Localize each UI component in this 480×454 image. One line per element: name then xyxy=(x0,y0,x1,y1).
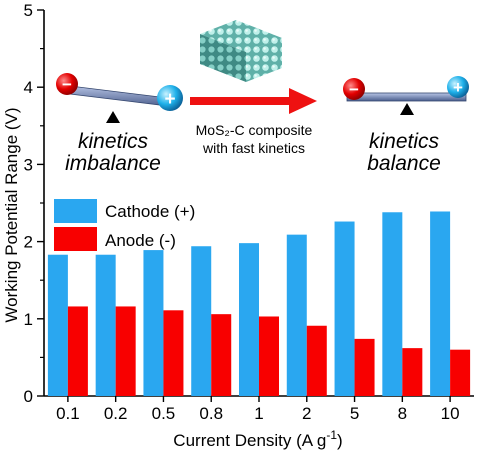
right-caption-line1: kinetics xyxy=(369,130,440,153)
right-minus-sign: − xyxy=(349,80,359,99)
bar-cathode xyxy=(95,254,116,396)
legend-label-cathode: Cathode (+) xyxy=(105,202,195,221)
bar-cathode xyxy=(430,211,451,396)
left-caption-line2: imbalance xyxy=(65,152,161,175)
arrow-shaft xyxy=(190,97,291,105)
bar-anode xyxy=(163,310,184,396)
bar-cathode xyxy=(239,243,259,396)
x-tick-label: 0.5 xyxy=(152,404,176,423)
bar-anode xyxy=(354,338,375,396)
right-anode-ball xyxy=(343,78,365,100)
transform-arrow xyxy=(190,88,317,114)
left-plus-sign: + xyxy=(164,89,175,110)
bar-cathode xyxy=(143,250,164,396)
bar-cathode xyxy=(334,221,355,396)
bar-cathode xyxy=(47,254,68,396)
legend: Cathode (+) Anode (-) xyxy=(54,199,195,251)
y-tick-label: 4 xyxy=(24,78,33,97)
x-axis-title: Current Density (A g-1) xyxy=(173,428,342,450)
x-tick-label: 1 xyxy=(254,404,263,423)
x-tick-label: 0.2 xyxy=(104,404,128,423)
bar-cathode xyxy=(382,212,403,396)
cube-side xyxy=(246,38,282,82)
right-caption-line2: balance xyxy=(367,152,441,175)
bar-anode xyxy=(67,306,88,396)
bars xyxy=(47,211,471,396)
composite-label-line2: with fast kinetics xyxy=(202,140,305,156)
y-tick-label: 0 xyxy=(24,387,33,406)
y-axis-title: Working Potential Range (V) xyxy=(2,107,21,322)
bar-anode xyxy=(259,316,279,396)
y-tick-label: 5 xyxy=(24,1,33,20)
left-cathode-ball xyxy=(157,85,183,111)
bar-anode xyxy=(211,314,232,396)
bar-anode xyxy=(115,306,136,396)
y-ticks: 0 1 2 3 4 5 xyxy=(24,1,44,406)
legend-swatch-anode xyxy=(54,227,97,251)
x-tick-label: 2 xyxy=(302,404,311,423)
x-tick-label: 0.1 xyxy=(56,404,80,423)
arrow-head xyxy=(289,88,317,114)
right-plus-sign: + xyxy=(453,78,463,97)
composite-label-line1: MoS₂-C composite xyxy=(196,122,313,138)
bar-anode xyxy=(450,349,471,396)
right-cathode-ball xyxy=(447,76,469,98)
x-tick-label: 0.8 xyxy=(199,404,223,423)
mos2-c-cube xyxy=(200,20,282,82)
y-tick-label: 3 xyxy=(24,155,33,174)
left-seesaw: − + kinetics imbalance xyxy=(56,73,183,175)
bar-cathode xyxy=(286,234,307,396)
right-seesaw-fulcrum xyxy=(400,103,414,115)
x-tick-label: 5 xyxy=(350,404,359,423)
left-anode-ball xyxy=(56,73,78,95)
y-tick-label: 1 xyxy=(24,310,33,329)
left-seesaw-fulcrum xyxy=(106,111,120,123)
left-minus-sign: − xyxy=(62,75,72,94)
cube-top xyxy=(200,20,282,52)
legend-label-anode: Anode (-) xyxy=(105,231,176,250)
bar-anode xyxy=(306,325,327,396)
x-tick-label: 8 xyxy=(398,404,407,423)
left-caption-line1: kinetics xyxy=(78,130,149,153)
y-tick-label: 2 xyxy=(24,233,33,252)
x-ticks: 0.1 0.2 0.5 0.8 1 2 5 8 10 xyxy=(56,396,460,423)
bar-cathode xyxy=(191,246,212,396)
x-tick-label: 10 xyxy=(441,404,460,423)
cube-front xyxy=(200,34,246,82)
right-seesaw-beam xyxy=(346,92,467,102)
right-seesaw: − + kinetics balance xyxy=(343,76,469,175)
bar-anode xyxy=(402,348,423,396)
legend-swatch-cathode xyxy=(54,199,97,223)
